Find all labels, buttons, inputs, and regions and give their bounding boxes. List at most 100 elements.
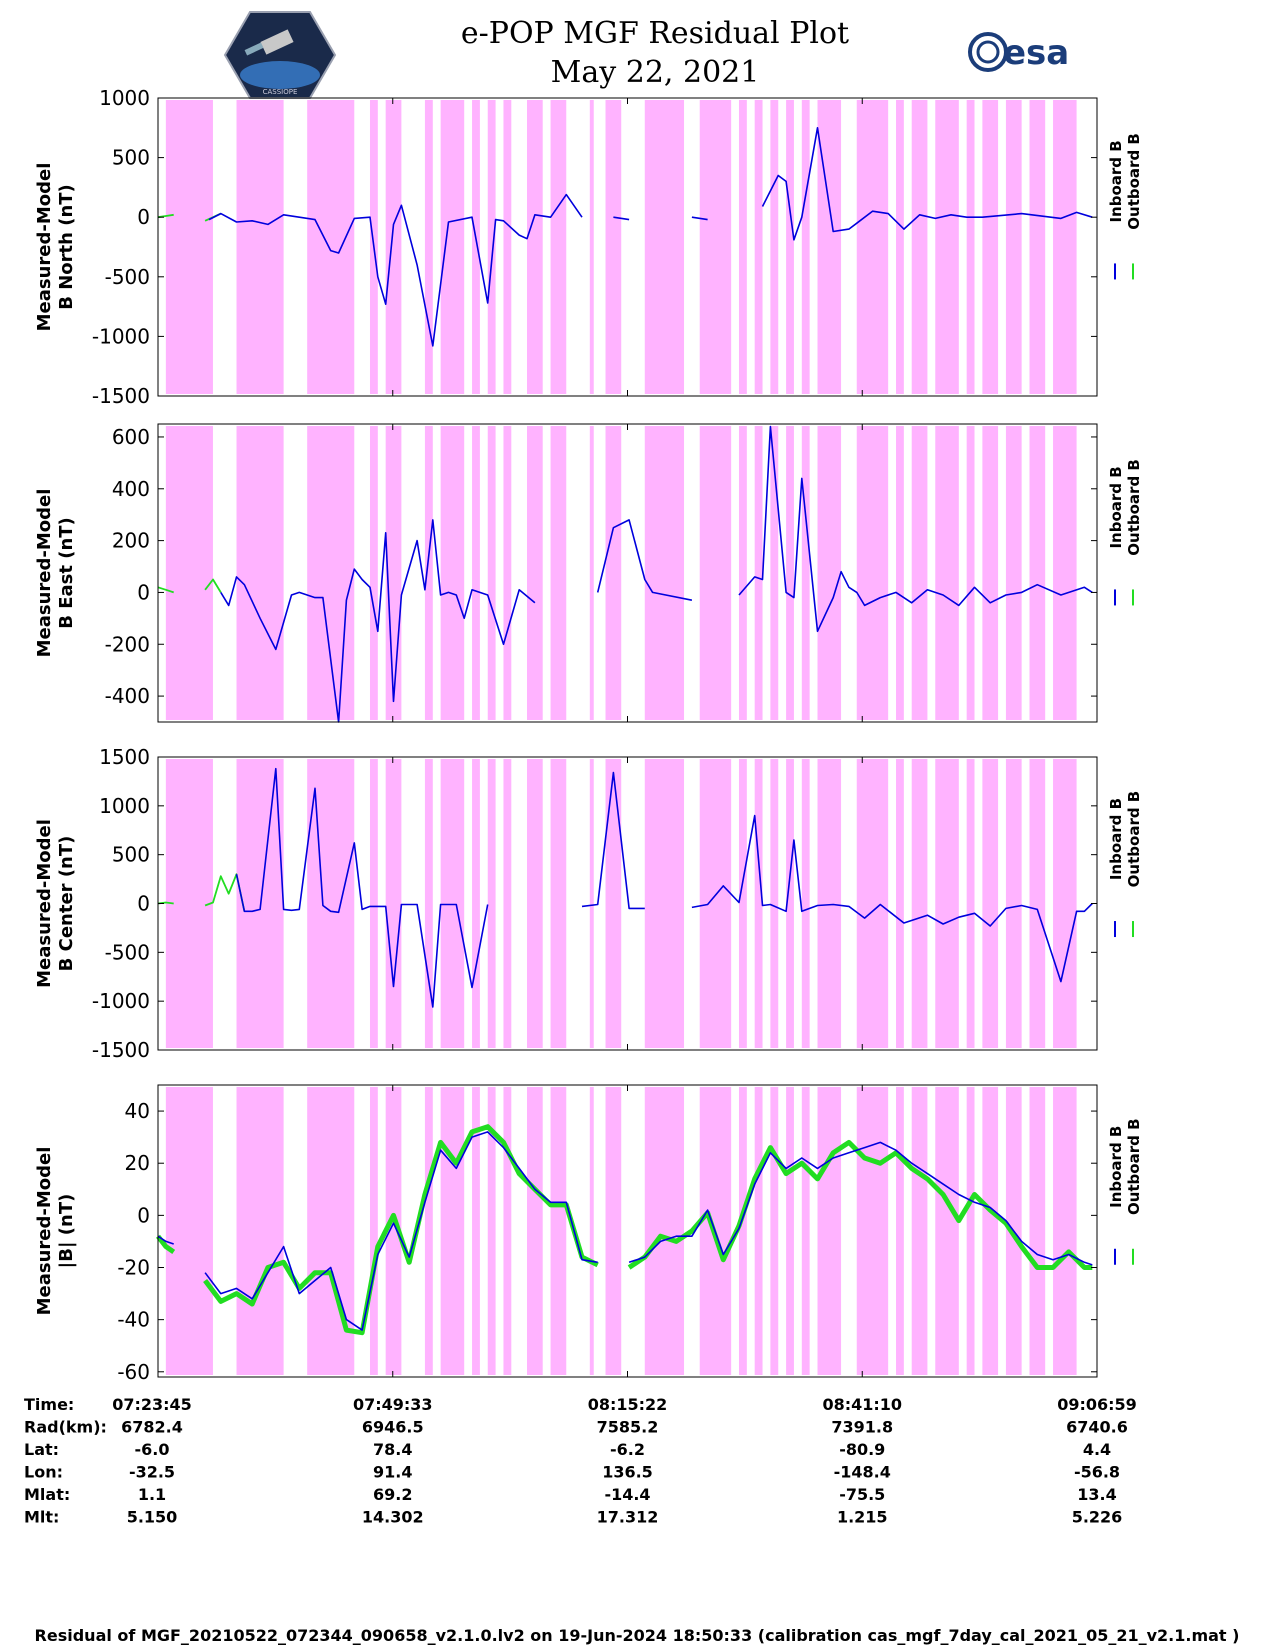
- shaded-interval: [307, 100, 355, 394]
- y-tick-label: -500: [105, 265, 150, 289]
- shaded-interval: [1029, 426, 1046, 720]
- y-tick-label: -500: [105, 940, 150, 964]
- cassiope-logo-text: CASSIOPE: [263, 88, 298, 96]
- shaded-interval: [550, 100, 567, 394]
- y-tick-label: 1000: [99, 794, 150, 818]
- shaded-interval: [424, 759, 433, 1048]
- shaded-interval: [786, 426, 794, 720]
- shaded-interval: [911, 1087, 928, 1375]
- shaded-interval: [754, 1087, 763, 1375]
- y-tick-label: 20: [125, 1151, 150, 1175]
- info-cell: 13.4: [1077, 1485, 1116, 1504]
- info-cell: 78.4: [373, 1440, 412, 1459]
- y-tick-label: -1500: [92, 1038, 150, 1062]
- shaded-interval: [503, 426, 512, 720]
- shaded-interval: [1053, 426, 1077, 720]
- shaded-interval: [472, 100, 480, 394]
- info-cell: 07:49:33: [353, 1395, 433, 1414]
- shaded-interval: [472, 426, 480, 720]
- shaded-interval: [440, 759, 465, 1048]
- series-line-outboard: [157, 578, 222, 594]
- info-cell: 14.302: [362, 1508, 424, 1527]
- shaded-interval: [236, 100, 284, 394]
- header: CASSIOPE e-POP MGF Residual Plot May 22,…: [223, 11, 1069, 99]
- legend-entry-inboard: Inboard B: [1107, 466, 1125, 548]
- shaded-interval: [856, 426, 889, 720]
- shaded-intervals: [165, 426, 1077, 720]
- info-cell: 1.215: [837, 1508, 888, 1527]
- shaded-interval: [935, 426, 959, 720]
- info-cell: 07:23:45: [112, 1395, 192, 1414]
- y-axis-label-line1: Measured-Model: [34, 819, 55, 988]
- info-cell: -56.8: [1074, 1463, 1120, 1482]
- footer-text: Residual of MGF_20210522_072344_090658_v…: [35, 1626, 1240, 1645]
- y-tick-label: 200: [112, 529, 150, 553]
- y-tick-label: 1500: [99, 745, 150, 769]
- shaded-interval: [966, 100, 975, 394]
- shaded-interval: [472, 759, 480, 1048]
- shaded-interval: [982, 100, 999, 394]
- shaded-interval: [856, 100, 889, 394]
- shaded-interval: [589, 100, 594, 394]
- info-cell: 1.1: [138, 1485, 166, 1504]
- shaded-interval: [982, 426, 999, 720]
- series-line-inboard: [157, 1131, 1093, 1331]
- cassiope-logo: CASSIOPE: [223, 11, 337, 99]
- shaded-interval: [424, 1087, 433, 1375]
- esa-logo: esa: [968, 32, 1069, 73]
- legend: Inboard B Outboard B: [1107, 1118, 1143, 1265]
- shaded-interval: [165, 100, 213, 394]
- shaded-interval: [527, 426, 543, 720]
- shaded-interval: [165, 1087, 213, 1375]
- legend-entry-inboard: Inboard B: [1107, 798, 1125, 880]
- shaded-interval: [1053, 1087, 1077, 1375]
- shaded-interval: [770, 1087, 779, 1375]
- shaded-interval: [527, 100, 543, 394]
- info-row-label: Time:: [24, 1395, 74, 1414]
- shaded-interval: [236, 426, 284, 720]
- info-cell: 09:06:59: [1057, 1395, 1137, 1414]
- legend-entry-inboard: Inboard B: [1107, 1126, 1125, 1208]
- info-row-label: Rad(km):: [24, 1418, 107, 1437]
- shaded-interval: [699, 100, 732, 394]
- y-tick-label: 500: [112, 146, 150, 170]
- info-cell: 69.2: [373, 1485, 412, 1504]
- info-cell: 5.226: [1072, 1508, 1123, 1527]
- shaded-interval: [801, 759, 810, 1048]
- y-tick-label: -1000: [92, 989, 150, 1013]
- shaded-interval: [472, 1087, 480, 1375]
- legend: Inboard B Outboard B: [1107, 133, 1143, 280]
- series-line-inboard: [235, 767, 1093, 1008]
- info-cell: -80.9: [839, 1440, 885, 1459]
- shaded-interval: [527, 1087, 543, 1375]
- legend: Inboard B Outboard B: [1107, 791, 1143, 938]
- info-cell: 5.150: [127, 1508, 178, 1527]
- y-tick-label: -200: [105, 632, 150, 656]
- shaded-interval: [487, 1087, 496, 1375]
- shaded-interval: [935, 1087, 959, 1375]
- info-row-label: Mlt:: [24, 1508, 59, 1527]
- shaded-interval: [550, 759, 567, 1048]
- info-cell: 7391.8: [831, 1418, 893, 1437]
- shaded-interval: [801, 1087, 810, 1375]
- shaded-interval: [770, 759, 779, 1048]
- y-axis-label: Measured-ModelB East (nT): [34, 489, 77, 658]
- shaded-interval: [605, 1087, 622, 1375]
- shaded-interval: [644, 759, 685, 1048]
- y-tick-label: 0: [137, 580, 150, 604]
- info-cell: 6946.5: [362, 1418, 424, 1437]
- shaded-interval: [503, 759, 512, 1048]
- legend-entry-outboard: Outboard B: [1125, 133, 1143, 230]
- shaded-interval: [236, 1087, 284, 1375]
- y-axis-label-line1: Measured-Model: [34, 1147, 55, 1316]
- shaded-interval: [487, 100, 496, 394]
- series-line-inboard: [208, 127, 1093, 347]
- y-tick-label: -1500: [92, 384, 150, 408]
- info-cell: -75.5: [839, 1485, 885, 1504]
- shaded-interval: [1029, 759, 1046, 1048]
- shaded-interval: [369, 759, 378, 1048]
- shaded-interval: [1053, 100, 1077, 394]
- shaded-interval: [1005, 759, 1022, 1048]
- y-tick-label: -400: [105, 684, 150, 708]
